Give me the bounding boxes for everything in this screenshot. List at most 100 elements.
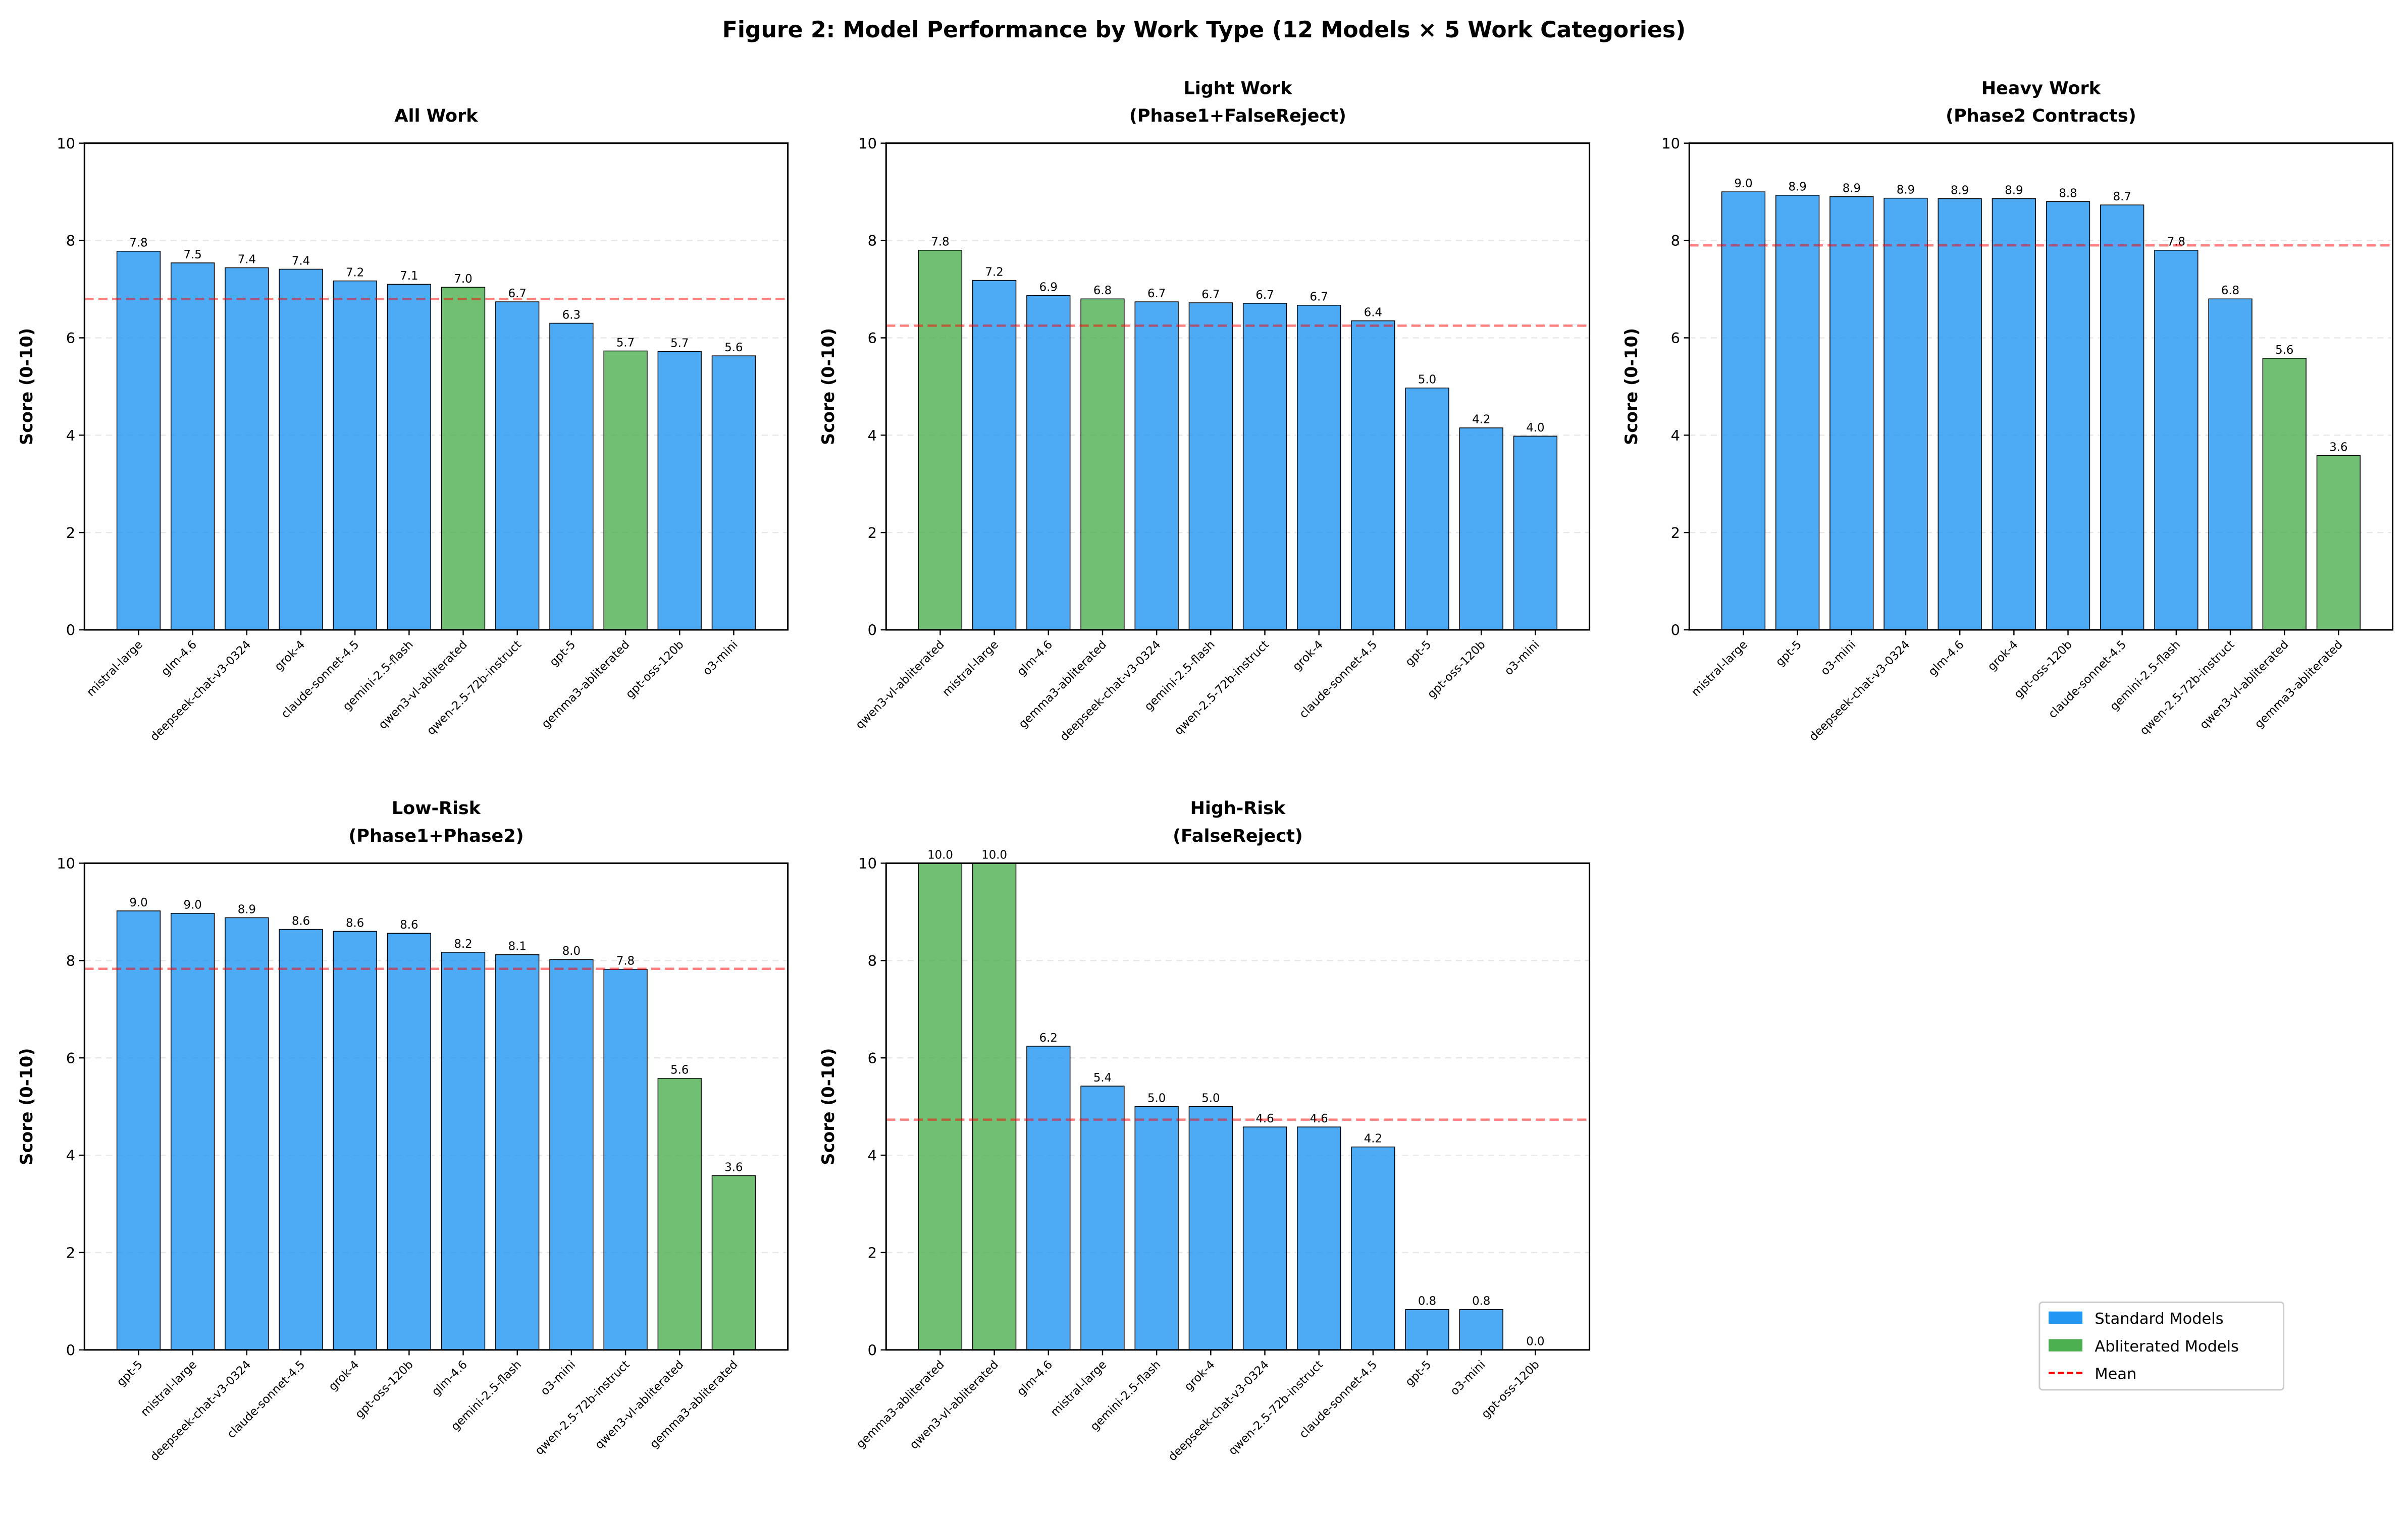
bar [1405, 1309, 1449, 1350]
bar [918, 862, 963, 1350]
value-label: 8.9 [1897, 184, 1915, 197]
y-axis-label: Score (0-10) [17, 328, 36, 445]
bar [387, 284, 431, 630]
y-tick-label: 10 [858, 855, 877, 872]
y-tick-label: 4 [66, 427, 75, 444]
value-label: 7.0 [454, 273, 472, 286]
bar [1242, 303, 1287, 630]
y-tick-label: 8 [868, 952, 877, 969]
y-tick-label: 2 [868, 524, 877, 542]
value-label: 6.3 [562, 308, 581, 321]
y-tick-label: 10 [1661, 135, 1680, 152]
bar [1351, 1146, 1395, 1350]
value-label: 5.0 [1418, 373, 1436, 387]
bar [1883, 197, 1928, 630]
value-label: 7.1 [400, 269, 418, 283]
bar [1513, 436, 1558, 630]
bar [1297, 1126, 1341, 1350]
bar [2208, 298, 2253, 630]
y-axis-label: Score (0-10) [818, 328, 838, 445]
bar [603, 968, 648, 1350]
bar [549, 959, 594, 1350]
value-label: 8.0 [562, 945, 581, 958]
bar [1297, 305, 1341, 630]
value-label: 6.4 [1364, 306, 1382, 319]
bar [1351, 320, 1395, 630]
bar [1026, 295, 1071, 630]
value-label: 8.9 [238, 903, 256, 916]
bar [387, 933, 431, 1350]
bar [2046, 201, 2090, 630]
value-label: 10.0 [981, 848, 1007, 861]
value-label: 5.4 [1093, 1071, 1112, 1085]
value-label: 5.0 [1147, 1092, 1166, 1105]
bar [1188, 302, 1233, 630]
bar [972, 280, 1017, 630]
y-tick-label: 8 [66, 952, 75, 969]
value-label: 8.1 [508, 940, 527, 953]
bar [1080, 298, 1125, 630]
y-tick-label: 0 [66, 622, 75, 639]
value-label: 7.4 [238, 253, 256, 266]
y-tick-label: 10 [57, 135, 75, 152]
y-tick-label: 6 [1671, 330, 1680, 347]
bar [1459, 1309, 1503, 1350]
value-label: 8.6 [400, 918, 418, 932]
y-axis-label: Score (0-10) [818, 1048, 838, 1165]
y-tick-label: 6 [66, 330, 75, 347]
value-label: 6.7 [1255, 289, 1274, 302]
bar [225, 267, 269, 630]
bar [495, 954, 540, 1350]
value-label: 5.0 [1201, 1092, 1220, 1105]
value-label: 9.0 [184, 899, 202, 912]
value-label: 6.8 [2221, 284, 2239, 297]
y-tick-label: 0 [868, 1341, 877, 1359]
bar [225, 917, 269, 1350]
legend-swatch [2049, 1339, 2083, 1352]
value-label: 8.6 [346, 916, 364, 930]
value-label: 4.2 [1364, 1132, 1382, 1146]
bar [1080, 1086, 1125, 1350]
bar [1775, 195, 1820, 630]
bar [171, 262, 215, 630]
figure-title: Figure 2: Model Performance by Work Type… [722, 17, 1686, 43]
bar [279, 929, 323, 1350]
bar [1405, 387, 1449, 630]
y-tick-label: 10 [57, 855, 75, 872]
bar [972, 862, 1017, 1350]
y-tick-label: 2 [66, 524, 75, 542]
bar [1134, 1106, 1179, 1350]
bar [711, 355, 756, 630]
legend-label: Standard Models [2095, 1310, 2223, 1328]
value-label: 0.8 [1418, 1295, 1436, 1308]
y-tick-label: 6 [66, 1050, 75, 1067]
value-label: 7.8 [616, 955, 635, 968]
value-label: 6.9 [1039, 281, 1058, 294]
value-label: 5.6 [724, 341, 743, 354]
value-label: 8.9 [1789, 181, 1807, 194]
y-tick-label: 4 [1671, 427, 1680, 444]
y-tick-label: 8 [1671, 232, 1680, 249]
bar [441, 287, 486, 630]
legend-label: Mean [2095, 1366, 2136, 1383]
value-label: 4.0 [1526, 421, 1544, 435]
bar [333, 931, 377, 1350]
bar [1242, 1126, 1287, 1350]
value-label: 8.6 [292, 914, 310, 928]
bar [657, 351, 702, 630]
bar [2316, 455, 2361, 630]
legend-swatch [2049, 1311, 2083, 1324]
value-label: 7.2 [985, 266, 1004, 279]
y-tick-label: 4 [66, 1147, 75, 1164]
value-label: 6.2 [1039, 1032, 1058, 1045]
value-label: 7.8 [931, 236, 949, 249]
axes-frame [885, 862, 1591, 1351]
bar [918, 250, 963, 630]
bar [116, 251, 161, 630]
bar [2154, 250, 2198, 630]
y-tick-label: 0 [868, 622, 877, 639]
value-label: 8.9 [2005, 184, 2023, 197]
y-axis-label: Score (0-10) [1621, 328, 1641, 445]
bar [603, 350, 648, 630]
